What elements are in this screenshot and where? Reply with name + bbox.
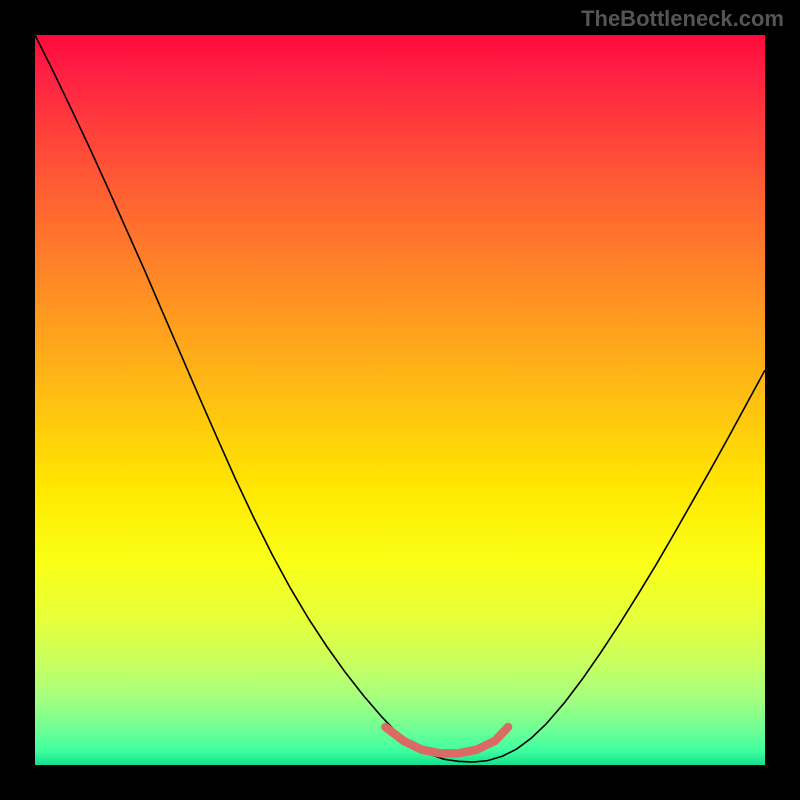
bottleneck-chart xyxy=(0,0,800,800)
plot-background xyxy=(35,35,765,765)
watermark-text: TheBottleneck.com xyxy=(581,6,784,32)
